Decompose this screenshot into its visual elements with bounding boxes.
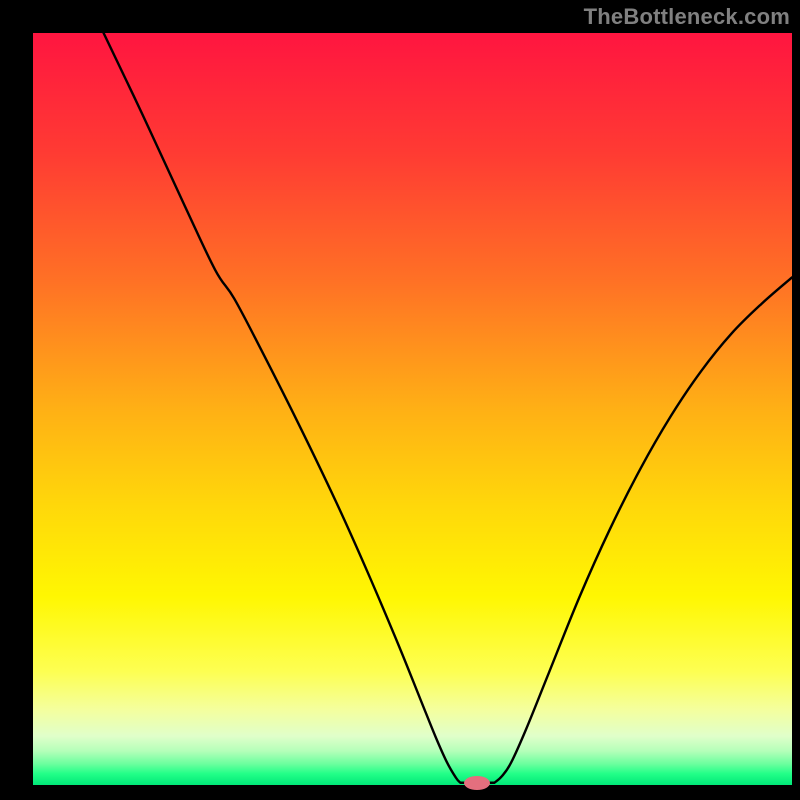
bottleneck-curve xyxy=(33,33,792,785)
plot-area xyxy=(33,33,792,785)
optimal-marker xyxy=(462,774,492,792)
watermark-text: TheBottleneck.com xyxy=(584,4,790,30)
